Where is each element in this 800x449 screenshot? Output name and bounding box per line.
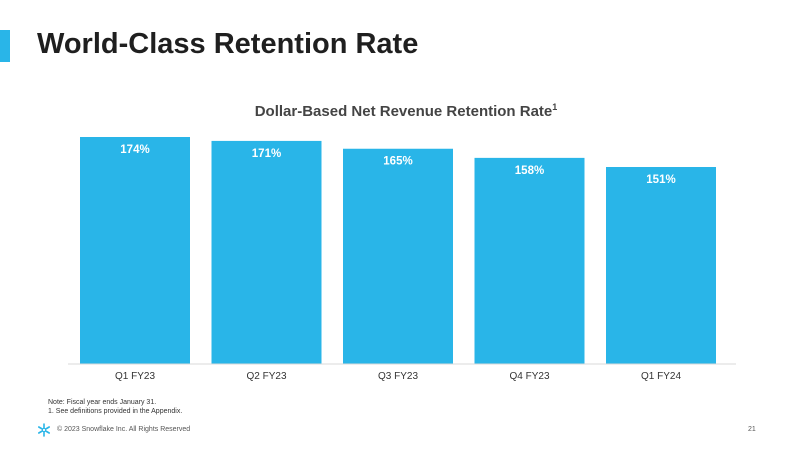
bar-value-label: 151% bbox=[646, 174, 675, 186]
bars-group: 174% Q1 FY23 171% Q2 FY23 165% Q3 FY23 158% Q4 … bbox=[80, 137, 716, 382]
x-tick-label: Q4 FY23 bbox=[509, 371, 549, 382]
bar-value-label: 158% bbox=[515, 165, 544, 177]
footnote-definitions: 1. See definitions provided in the Appen… bbox=[48, 408, 183, 415]
accent-bar bbox=[0, 30, 10, 62]
bar-value-label: 171% bbox=[252, 148, 281, 160]
chart-title: Dollar-Based Net Revenue Retention Rate1 bbox=[255, 102, 558, 120]
x-tick-label: Q1 FY23 bbox=[115, 371, 155, 382]
bar-q2-fy23 bbox=[211, 140, 322, 364]
bar-value-label: 165% bbox=[383, 156, 412, 168]
bar-q1-fy24 bbox=[606, 167, 716, 364]
x-tick-label: Q3 FY23 bbox=[378, 371, 418, 382]
bar-q1-fy23 bbox=[80, 137, 190, 364]
x-tick-label: Q2 FY23 bbox=[246, 371, 286, 382]
bar-q4-fy23 bbox=[474, 157, 585, 364]
slide-title: World-Class Retention Rate bbox=[37, 28, 419, 60]
copyright: © 2023 Snowflake Inc. All Rights Reserve… bbox=[57, 426, 191, 433]
page-number: 21 bbox=[748, 426, 756, 433]
bar-q3-fy23 bbox=[343, 148, 453, 364]
snowflake-icon bbox=[37, 423, 50, 437]
bar-value-label: 174% bbox=[120, 144, 149, 156]
footnote-fiscal-year: Note: Fiscal year ends January 31. bbox=[48, 399, 157, 406]
footnotes: Note: Fiscal year ends January 31. 1. Se… bbox=[48, 398, 182, 416]
x-tick-label: Q1 FY24 bbox=[641, 371, 681, 382]
